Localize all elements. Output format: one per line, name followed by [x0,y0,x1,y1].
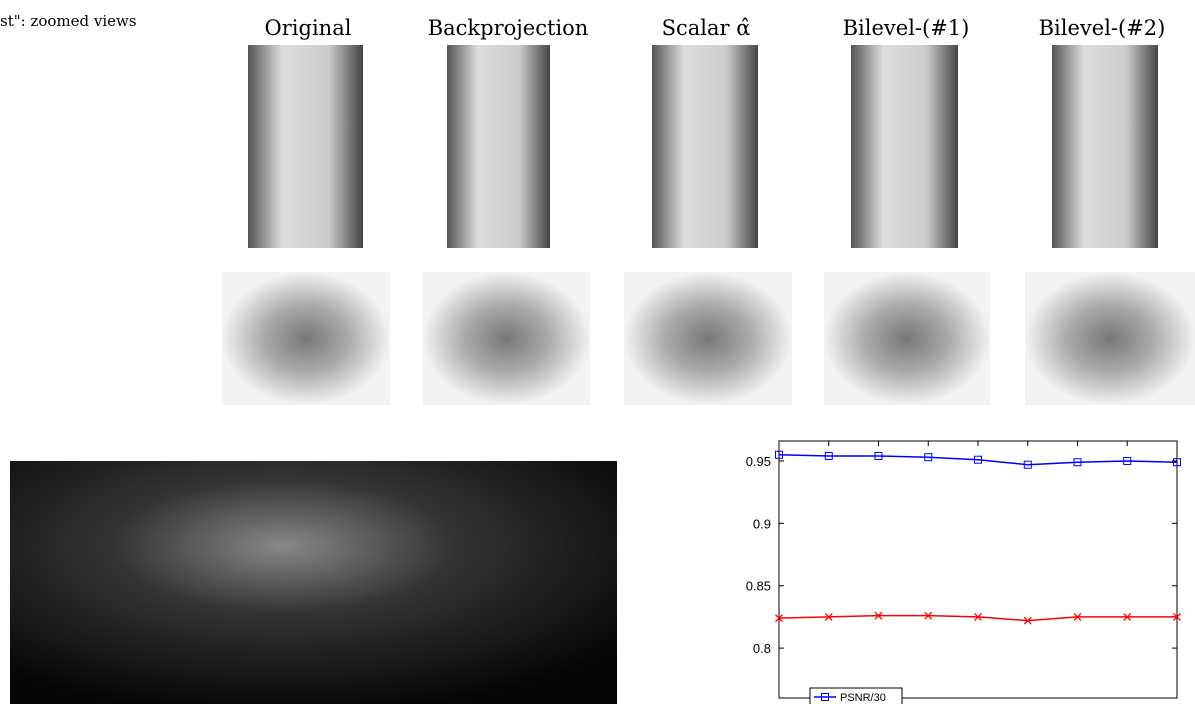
image-grid [10,45,1195,704]
zoom-image [447,45,550,248]
y-tick-label: 0.85 [746,579,771,594]
zoom-image [248,45,363,248]
zoom-image [624,272,792,405]
y-tick-label: 0.95 [746,454,771,469]
zoom-image [1025,272,1195,405]
column-title: Original [265,16,352,40]
plot-frame [779,441,1177,698]
legend-label: PSNR/30 [840,692,886,704]
y-tick-label: 0.9 [753,516,771,531]
column-title: Backprojection [428,16,589,40]
zoom-image [222,272,390,405]
column-title: Bilevel-(#1) [843,16,970,40]
zoom-image [851,45,958,248]
zoom-image [423,272,590,405]
y-tick-label: 0.8 [753,641,771,656]
panoramic-xray [10,461,617,704]
figure-canvas: st": zoomed views Original Backprojection… [0,0,1195,704]
caption: st": zoomed views [0,12,137,30]
column-title: Scalar α̂ [662,16,751,40]
column-title: Bilevel-(#2) [1039,16,1166,40]
figure: st": zoomed views Original Backprojection… [0,0,1195,704]
legend: PSNR/30 [810,688,902,704]
zoom-image [1052,45,1158,248]
zoom-image [824,272,990,405]
zoom-image [652,45,758,248]
